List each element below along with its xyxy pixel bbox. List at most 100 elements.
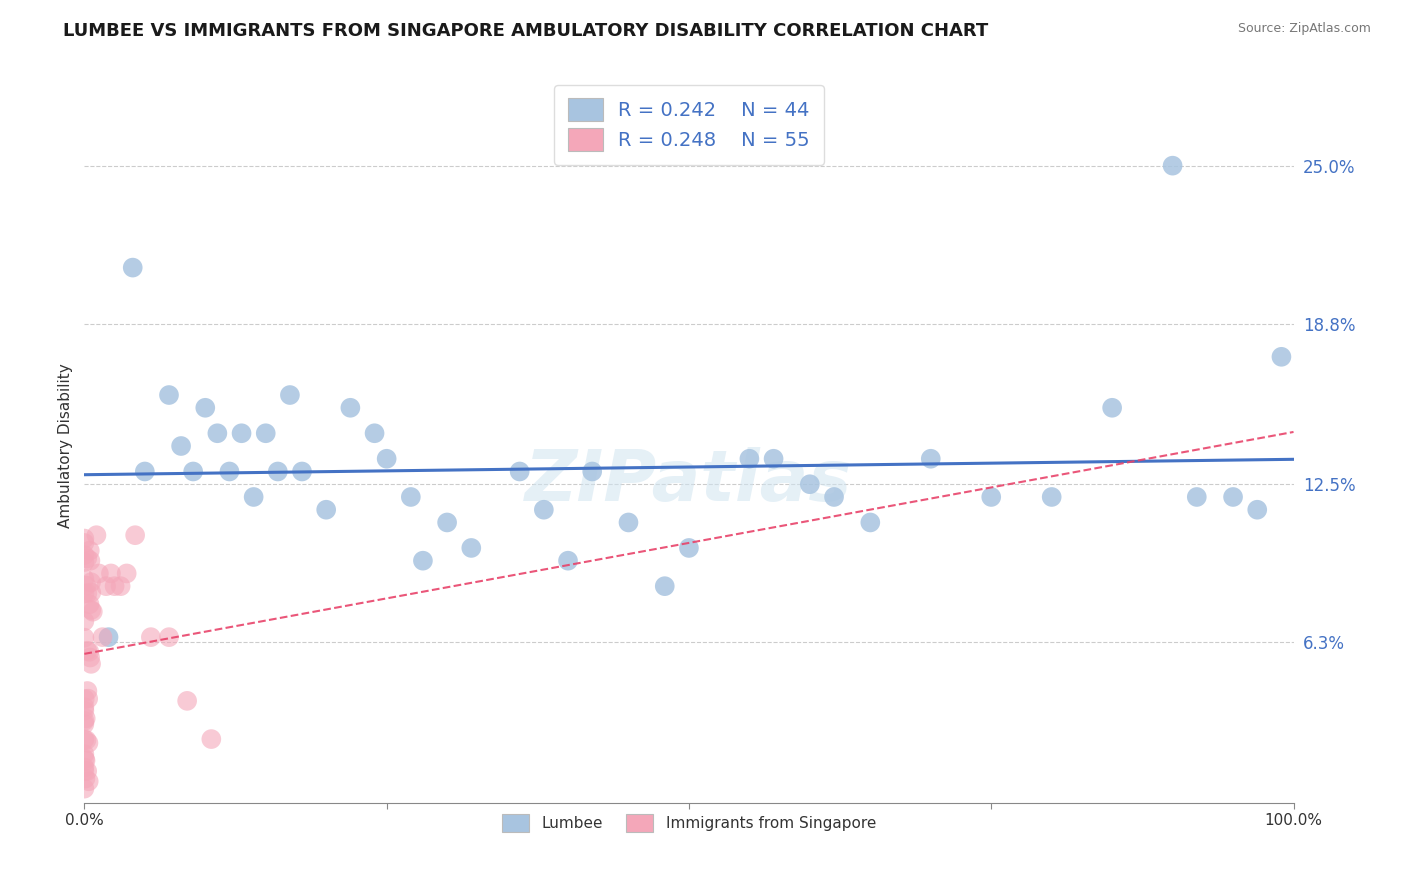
- Point: [73, 586, 96, 600]
- Point: [77, 774, 100, 789]
- Text: Source: ZipAtlas.com: Source: ZipAtlas.com: [1237, 22, 1371, 36]
- Point: [980, 490, 1002, 504]
- Point: [291, 465, 314, 479]
- Point: [75, 772, 97, 786]
- Point: [375, 451, 398, 466]
- Point: [399, 490, 422, 504]
- Point: [77, 691, 100, 706]
- Point: [412, 554, 434, 568]
- Point: [218, 465, 240, 479]
- Point: [75, 733, 97, 747]
- Point: [87, 566, 110, 581]
- Text: LUMBEE VS IMMIGRANTS FROM SINGAPORE AMBULATORY DISABILITY CORRELATION CHART: LUMBEE VS IMMIGRANTS FROM SINGAPORE AMBU…: [63, 22, 988, 40]
- Point: [460, 541, 482, 555]
- Point: [77, 645, 100, 659]
- Point: [75, 711, 97, 725]
- Point: [76, 586, 98, 600]
- Point: [75, 579, 97, 593]
- Point: [823, 490, 845, 504]
- Point: [73, 732, 96, 747]
- Point: [97, 630, 120, 644]
- Point: [73, 760, 96, 774]
- Point: [80, 657, 103, 671]
- Point: [73, 764, 96, 779]
- Point: [315, 502, 337, 516]
- Point: [157, 630, 180, 644]
- Point: [76, 764, 98, 778]
- Point: [231, 426, 253, 441]
- Point: [79, 650, 101, 665]
- Point: [859, 516, 882, 530]
- Point: [121, 260, 143, 275]
- Point: [1040, 490, 1063, 504]
- Point: [82, 605, 104, 619]
- Point: [115, 566, 138, 581]
- Point: [762, 451, 785, 466]
- Point: [91, 630, 114, 644]
- Point: [79, 554, 101, 568]
- Point: [75, 754, 97, 768]
- Point: [557, 554, 579, 568]
- Point: [242, 490, 264, 504]
- Point: [73, 631, 96, 645]
- Point: [124, 528, 146, 542]
- Point: [79, 543, 101, 558]
- Point: [1270, 350, 1292, 364]
- Point: [181, 465, 204, 479]
- Legend: Lumbee, Immigrants from Singapore: Lumbee, Immigrants from Singapore: [496, 808, 882, 838]
- Point: [73, 536, 96, 550]
- Point: [73, 548, 96, 562]
- Point: [617, 516, 640, 530]
- Point: [73, 704, 96, 718]
- Point: [1185, 490, 1208, 504]
- Point: [738, 451, 761, 466]
- Point: [104, 579, 127, 593]
- Point: [76, 551, 98, 566]
- Point: [94, 579, 117, 593]
- Point: [73, 714, 96, 728]
- Point: [73, 700, 96, 714]
- Point: [73, 781, 96, 796]
- Point: [533, 502, 555, 516]
- Point: [200, 732, 222, 747]
- Point: [100, 566, 122, 581]
- Point: [678, 541, 700, 555]
- Point: [1101, 401, 1123, 415]
- Point: [73, 752, 96, 766]
- Point: [363, 426, 385, 441]
- Point: [134, 465, 156, 479]
- Text: ZIPatlas: ZIPatlas: [526, 447, 852, 516]
- Point: [194, 401, 217, 415]
- Point: [581, 465, 603, 479]
- Point: [339, 401, 361, 415]
- Point: [436, 516, 458, 530]
- Point: [509, 465, 531, 479]
- Point: [76, 684, 98, 698]
- Point: [73, 717, 96, 731]
- Point: [80, 575, 103, 590]
- Point: [254, 426, 277, 441]
- Point: [207, 426, 229, 441]
- Point: [73, 555, 96, 569]
- Point: [73, 572, 96, 586]
- Point: [139, 630, 162, 644]
- Point: [799, 477, 821, 491]
- Point: [654, 579, 676, 593]
- Point: [110, 579, 132, 593]
- Point: [157, 388, 180, 402]
- Point: [73, 614, 96, 628]
- Point: [267, 465, 290, 479]
- Point: [86, 528, 108, 542]
- Point: [80, 585, 103, 599]
- Point: [1161, 159, 1184, 173]
- Y-axis label: Ambulatory Disability: Ambulatory Disability: [58, 364, 73, 528]
- Point: [77, 736, 100, 750]
- Point: [73, 692, 96, 706]
- Point: [79, 597, 101, 611]
- Point: [80, 603, 103, 617]
- Point: [176, 694, 198, 708]
- Point: [73, 747, 96, 761]
- Point: [278, 388, 301, 402]
- Point: [1246, 502, 1268, 516]
- Point: [920, 451, 942, 466]
